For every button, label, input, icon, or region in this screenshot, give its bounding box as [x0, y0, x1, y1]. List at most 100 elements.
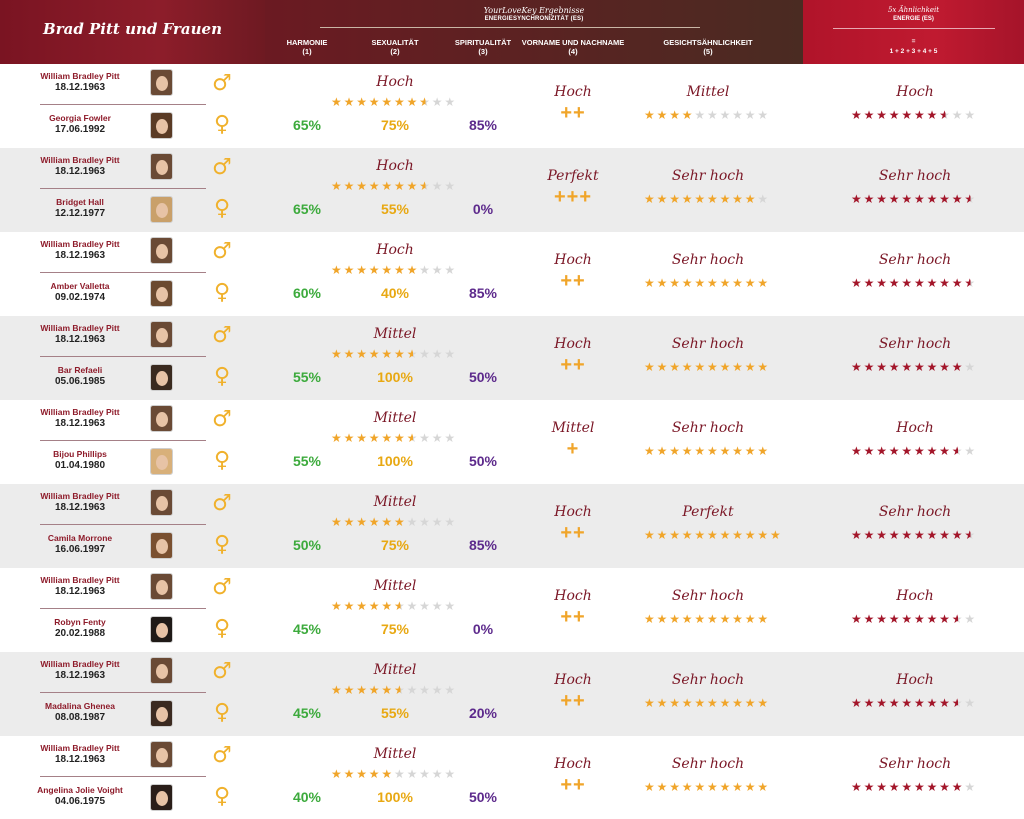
star-icon: ★	[368, 599, 380, 613]
star-icon: ★	[381, 431, 393, 445]
woman-avatar	[150, 112, 173, 139]
star-icon: ★	[406, 767, 418, 781]
star-icon: ★	[406, 95, 418, 109]
male-symbol-icon: ♂	[212, 407, 232, 432]
man-info: William Bradley Pitt 18.12.1963	[10, 490, 150, 514]
star-icon: ★	[644, 444, 655, 458]
female-symbol-icon: ♀	[213, 364, 231, 389]
star-icon: ★	[744, 108, 756, 122]
name-plus-marks: ++	[560, 606, 586, 628]
star-icon: ★	[964, 108, 976, 122]
star-icon: ★	[706, 780, 718, 794]
spirituality-percent: 85%	[468, 285, 498, 301]
man-birthdate: 18.12.1963	[54, 250, 106, 261]
face-rating-label: Sehr hoch	[671, 168, 745, 184]
energy-rating-label: Hoch	[896, 672, 934, 688]
man-info: William Bradley Pitt 18.12.1963	[10, 742, 150, 766]
star-icon: ★	[706, 360, 718, 374]
star-icon: ★	[732, 192, 743, 206]
star-icon: ★	[926, 612, 938, 626]
brand-title: YourLoveKey Ergebnisse	[483, 6, 585, 15]
star-icon: ★	[381, 515, 393, 529]
star-icon: ★	[381, 95, 393, 109]
star-icon: ★	[681, 780, 693, 794]
star-icon: ★	[694, 276, 706, 290]
header-right-panel	[803, 0, 1024, 64]
sync-rating-label: Mittel	[373, 746, 417, 762]
star-icon: ★	[888, 612, 900, 626]
star-icon: ★	[644, 276, 655, 290]
star-icon: ★	[368, 515, 380, 529]
star-icon: ★	[669, 276, 680, 290]
table-row: William Bradley Pitt 18.12.1963 ♂ Bar Re…	[0, 316, 1024, 400]
star-icon: ★	[851, 528, 862, 542]
name-rating-label: Hoch	[554, 672, 592, 688]
star-icon: ★	[656, 360, 668, 374]
harmony-percent: 65%	[292, 117, 322, 133]
energy-stars: ★ ★ ★ ★ ★ ★ ★ ★ ★ ★	[851, 108, 977, 122]
star-icon: ★	[694, 528, 706, 542]
star-icon: ★	[343, 599, 355, 613]
star-icon: ★	[381, 683, 393, 697]
woman-birthdate: 04.06.1975	[54, 796, 106, 807]
star-icon: ★	[368, 263, 380, 277]
star-icon: ★	[406, 263, 418, 277]
pair-divider	[40, 692, 206, 693]
star-icon: ★	[406, 431, 418, 445]
sync-rating-label: Mittel	[373, 578, 417, 594]
female-symbol-icon: ♀	[213, 448, 231, 473]
star-icon: ★	[757, 528, 769, 542]
name-rating-label: Hoch	[554, 336, 592, 352]
spirituality-percent: 85%	[468, 117, 498, 133]
man-birthdate: 18.12.1963	[54, 82, 106, 93]
woman-birthdate: 17.06.1992	[54, 124, 106, 135]
star-icon: ★	[964, 696, 976, 710]
face-stars: ★ ★ ★ ★ ★ ★ ★ ★ ★ ★	[644, 780, 770, 794]
star-icon: ★	[681, 276, 693, 290]
star-icon: ★	[444, 431, 456, 445]
sync-stars: ★ ★ ★ ★ ★ ★ ★ ★ ★ ★	[331, 263, 457, 277]
star-icon: ★	[656, 192, 668, 206]
star-icon: ★	[757, 780, 769, 794]
pair-divider	[40, 440, 206, 441]
star-icon: ★	[444, 95, 456, 109]
star-icon: ★	[913, 192, 925, 206]
energy-stars: ★ ★ ★ ★ ★ ★ ★ ★ ★ ★	[851, 444, 977, 458]
man-info: William Bradley Pitt 18.12.1963	[10, 658, 150, 682]
man-name: William Bradley Pitt	[40, 659, 120, 669]
star-icon: ★	[431, 347, 443, 361]
star-icon: ★	[444, 515, 456, 529]
star-icon: ★	[901, 108, 913, 122]
star-icon: ★	[757, 276, 769, 290]
star-icon: ★	[744, 612, 756, 626]
woman-name: Camila Morrone	[47, 533, 113, 543]
star-icon: ★	[744, 780, 756, 794]
star-icon: ★	[888, 780, 900, 794]
man-name: William Bradley Pitt	[40, 575, 120, 585]
star-icon: ★	[939, 108, 950, 122]
energy-rating-label: Sehr hoch	[878, 504, 952, 520]
star-icon: ★	[732, 780, 743, 794]
woman-name: Bar Refaeli	[57, 365, 103, 375]
star-icon: ★	[951, 780, 963, 794]
energy-rating-label: Sehr hoch	[878, 168, 952, 184]
star-icon: ★	[669, 780, 680, 794]
male-symbol-icon: ♂	[212, 71, 232, 96]
female-symbol-icon: ♀	[213, 532, 231, 557]
woman-birthdate: 12.12.1977	[54, 208, 106, 219]
name-plus-marks: ++	[560, 354, 586, 376]
col-face-header: GESICHTSÄHNLICHKEIT (5)	[648, 38, 768, 56]
star-icon: ★	[381, 347, 393, 361]
woman-avatar	[150, 448, 173, 475]
man-birthdate: 18.12.1963	[54, 502, 106, 513]
col-spirituality-number: (3)	[478, 47, 488, 56]
table-row: William Bradley Pitt 18.12.1963 ♂ Robyn …	[0, 568, 1024, 652]
name-plus-marks: ++	[560, 690, 586, 712]
star-icon: ★	[876, 108, 887, 122]
star-icon: ★	[951, 360, 963, 374]
energy-stars: ★ ★ ★ ★ ★ ★ ★ ★ ★ ★	[851, 360, 977, 374]
star-icon: ★	[656, 780, 668, 794]
star-icon: ★	[964, 276, 976, 290]
right-formula-text: 1 + 2 + 3 + 4 + 5	[889, 48, 938, 55]
sexuality-percent: 55%	[380, 201, 410, 217]
